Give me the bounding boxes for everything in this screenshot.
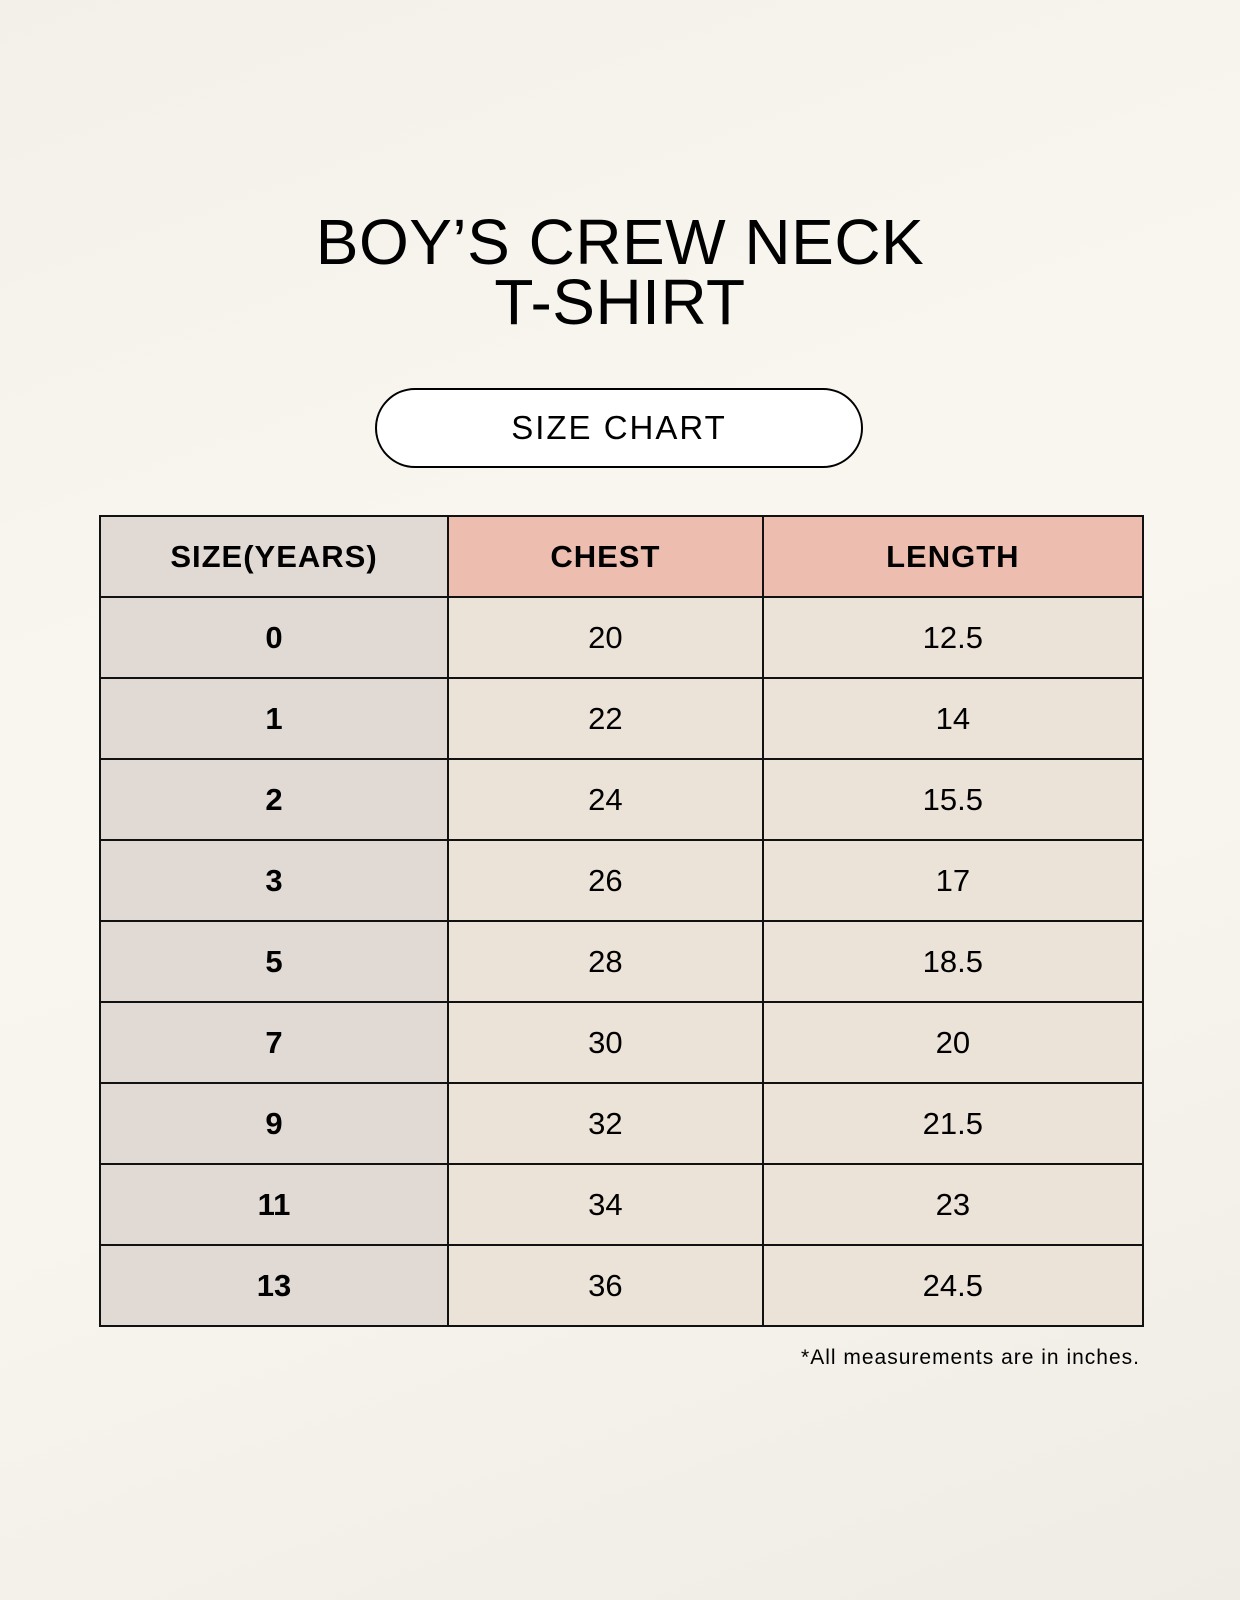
cell-chest: 24 xyxy=(447,758,764,841)
table-row: 2 24 15.5 xyxy=(99,758,1145,841)
header-chest: CHEST xyxy=(447,515,764,598)
cell-size: 5 xyxy=(99,920,449,1003)
table-row: 3 26 17 xyxy=(99,839,1145,922)
size-table: SIZE(YEARS) CHEST LENGTH 0 20 12.5 1 22 14 2 24… xyxy=(99,515,1145,1327)
cell-size: 2 xyxy=(99,758,449,841)
header-length: LENGTH xyxy=(761,515,1145,598)
cell-length: 20 xyxy=(761,1001,1145,1084)
table-header-row: SIZE(YEARS) CHEST LENGTH xyxy=(99,515,1145,598)
table-row: 1 22 14 xyxy=(99,677,1145,760)
cell-length: 12.5 xyxy=(761,596,1145,679)
cell-length: 15.5 xyxy=(761,758,1145,841)
header-size: SIZE(YEARS) xyxy=(99,515,449,598)
cell-length: 17 xyxy=(761,839,1145,922)
cell-chest: 28 xyxy=(447,920,764,1003)
cell-length: 18.5 xyxy=(761,920,1145,1003)
cell-chest: 32 xyxy=(447,1082,764,1165)
cell-chest: 34 xyxy=(447,1163,764,1246)
title-line-2: T-SHIRT xyxy=(494,266,746,338)
cell-length: 23 xyxy=(761,1163,1145,1246)
cell-length: 24.5 xyxy=(761,1244,1145,1327)
table-row: 7 30 20 xyxy=(99,1001,1145,1084)
cell-size: 0 xyxy=(99,596,449,679)
page-title: BOY’S CREW NECK T-SHIRT xyxy=(0,206,1240,338)
table-row: 9 32 21.5 xyxy=(99,1082,1145,1165)
cell-size: 7 xyxy=(99,1001,449,1084)
cell-size: 9 xyxy=(99,1082,449,1165)
cell-chest: 22 xyxy=(447,677,764,760)
table-row: 5 28 18.5 xyxy=(99,920,1145,1003)
cell-size: 1 xyxy=(99,677,449,760)
size-chart-badge: SIZE CHART xyxy=(375,388,863,468)
footnote: *All measurements are in inches. xyxy=(801,1346,1140,1369)
table-row: 0 20 12.5 xyxy=(99,596,1145,679)
table-row: 13 36 24.5 xyxy=(99,1244,1145,1327)
cell-size: 11 xyxy=(99,1163,449,1246)
cell-chest: 30 xyxy=(447,1001,764,1084)
cell-size: 13 xyxy=(99,1244,449,1327)
cell-size: 3 xyxy=(99,839,449,922)
cell-chest: 20 xyxy=(447,596,764,679)
cell-chest: 26 xyxy=(447,839,764,922)
cell-length: 21.5 xyxy=(761,1082,1145,1165)
title-line-1: BOY’S CREW NECK xyxy=(315,206,925,278)
cell-chest: 36 xyxy=(447,1244,764,1327)
table-row: 11 34 23 xyxy=(99,1163,1145,1246)
cell-length: 14 xyxy=(761,677,1145,760)
